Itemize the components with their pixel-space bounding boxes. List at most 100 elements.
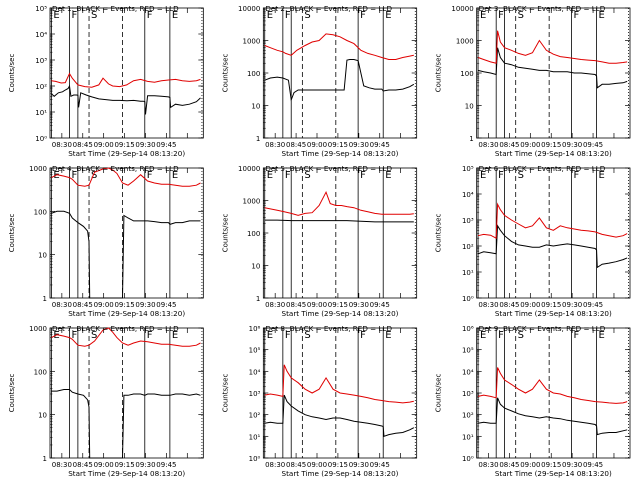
chart-panel: 1 10 100 1000 10000 08:30 08:45 09:00 09:15 09:30… <box>221 164 418 318</box>
chart-panel: 10⁰ 10¹ 10² 10³ 10⁴ 10⁵ 10⁶ 08:30 08:45 09:00 09:1… <box>435 324 631 478</box>
x-tick-label: 08:30 <box>478 301 498 309</box>
panel-title: Det 4: BLACK = Events, RED = LLD <box>52 164 179 173</box>
plot-frame <box>476 7 631 139</box>
y-tick-label: 10⁴ <box>462 191 474 199</box>
x-tick-label: 09:00 <box>94 141 114 149</box>
y-tick-label: 100 <box>247 230 260 238</box>
x-tick-label: 09:30 <box>135 301 155 309</box>
chart-panel: 1 10 100 1000 10000 08:30 08:45 09:00 09:15 09:30… <box>435 4 631 158</box>
event-marker-label: F <box>498 10 504 21</box>
x-axis-label: Start Time (29-Sep-14 08:13:20) <box>282 469 399 478</box>
y-tick-label: 100 <box>34 368 47 376</box>
x-tick-label: 09:30 <box>349 141 369 149</box>
x-tick-label: 09:30 <box>135 461 155 469</box>
x-axis-label: Start Time (29-Sep-14 08:13:20) <box>68 469 185 478</box>
plot-frame <box>262 167 418 299</box>
x-tick-label: 08:30 <box>478 141 498 149</box>
event-marker-label: F <box>360 170 366 181</box>
lld-series-line <box>264 190 414 216</box>
event-marker-label: F <box>498 170 504 181</box>
x-tick-label: 09:30 <box>562 301 582 309</box>
event-marker-label: E <box>480 330 486 341</box>
y-tick-label: 1000 <box>29 325 47 333</box>
x-tick-label: 09:45 <box>583 141 603 149</box>
x-tick-label: 09:45 <box>370 461 390 469</box>
x-tick-label: 08:45 <box>286 141 306 149</box>
y-tick-label: 1 <box>43 295 47 303</box>
event-marker-label: E <box>53 10 59 21</box>
x-tick-label: 09:15 <box>541 461 561 469</box>
events-series-line <box>264 59 415 102</box>
y-tick-label: 10 <box>465 103 474 111</box>
event-marker-label: F <box>72 10 78 21</box>
y-axis-label: Counts/sec <box>221 214 229 253</box>
x-axis-label: Start Time (29-Sep-14 08:13:20) <box>495 469 612 478</box>
y-tick-label: 10² <box>462 412 474 420</box>
y-axis-label: Counts/sec <box>8 54 16 93</box>
panel-title: Det 6: BLACK = Events, RED = LLD <box>479 164 606 173</box>
y-tick-label: 1 <box>256 135 260 143</box>
event-marker-label: E <box>53 170 59 181</box>
x-tick-label: 08:45 <box>73 461 93 469</box>
event-marker-label: S <box>304 330 310 341</box>
x-axis-label: Start Time (29-Sep-14 08:13:20) <box>495 149 612 158</box>
x-tick-label: 09:45 <box>370 141 390 149</box>
y-tick-label: 100 <box>460 70 473 78</box>
events-series-line <box>477 47 628 89</box>
x-tick-label: 09:30 <box>562 461 582 469</box>
y-axis-label: Counts/sec <box>8 374 16 413</box>
x-tick-label: 09:30 <box>562 141 582 149</box>
y-tick-label: 10⁴ <box>35 31 47 39</box>
event-marker-label: F <box>147 170 153 181</box>
x-tick-label: 09:00 <box>307 461 327 469</box>
plot-frame <box>476 167 631 299</box>
x-tick-label: 08:30 <box>52 301 72 309</box>
event-marker-label: F <box>285 170 291 181</box>
event-marker-label: S <box>91 330 97 341</box>
x-axis-label: Start Time (29-Sep-14 08:13:20) <box>495 309 612 318</box>
x-tick-label: 08:45 <box>499 141 519 149</box>
y-axis-label: Counts/sec <box>435 214 443 253</box>
x-tick-label: 09:00 <box>520 301 540 309</box>
event-marker-label: E <box>267 170 273 181</box>
event-marker-label: F <box>72 170 78 181</box>
x-tick-label: 09:30 <box>349 461 369 469</box>
x-tick-label: 09:45 <box>156 461 176 469</box>
y-tick-label: 10⁴ <box>462 368 474 376</box>
y-tick-label: 10³ <box>462 390 474 398</box>
x-tick-label: 09:00 <box>94 461 114 469</box>
event-marker-label: E <box>172 170 178 181</box>
event-marker-label: E <box>599 170 605 181</box>
y-tick-label: 10² <box>249 412 261 420</box>
y-tick-label: 10³ <box>249 390 261 398</box>
x-tick-label: 09:15 <box>114 461 134 469</box>
y-tick-label: 10³ <box>462 217 474 225</box>
y-tick-label: 10⁰ <box>462 295 474 303</box>
x-tick-label: 08:30 <box>52 141 72 149</box>
event-marker-label: F <box>147 330 153 341</box>
x-tick-label: 08:30 <box>52 461 72 469</box>
x-tick-label: 09:15 <box>541 301 561 309</box>
y-tick-label: 10⁵ <box>249 347 261 355</box>
y-tick-label: 10⁵ <box>462 347 474 355</box>
plot-frame <box>49 167 204 299</box>
y-axis-label: Counts/sec <box>221 374 229 413</box>
x-tick-label: 09:15 <box>114 141 134 149</box>
events-series-line <box>51 84 201 115</box>
event-marker-label: E <box>267 330 273 341</box>
panel-title: Det 3: BLACK = Events, RED = LLD <box>479 4 606 13</box>
event-marker-label: F <box>285 10 291 21</box>
lld-series-line <box>477 30 628 64</box>
lld-series-line <box>477 202 628 240</box>
event-marker-label: E <box>172 330 178 341</box>
event-marker-label: E <box>172 10 178 21</box>
y-axis-label: Counts/sec <box>435 54 443 93</box>
x-tick-label: 08:45 <box>286 301 306 309</box>
y-tick-label: 10000 <box>238 165 260 173</box>
event-marker-label: S <box>304 10 310 21</box>
x-tick-label: 08:30 <box>265 461 285 469</box>
event-marker-label: E <box>480 170 486 181</box>
event-marker-label: E <box>385 330 391 341</box>
y-tick-label: 100 <box>34 208 47 216</box>
